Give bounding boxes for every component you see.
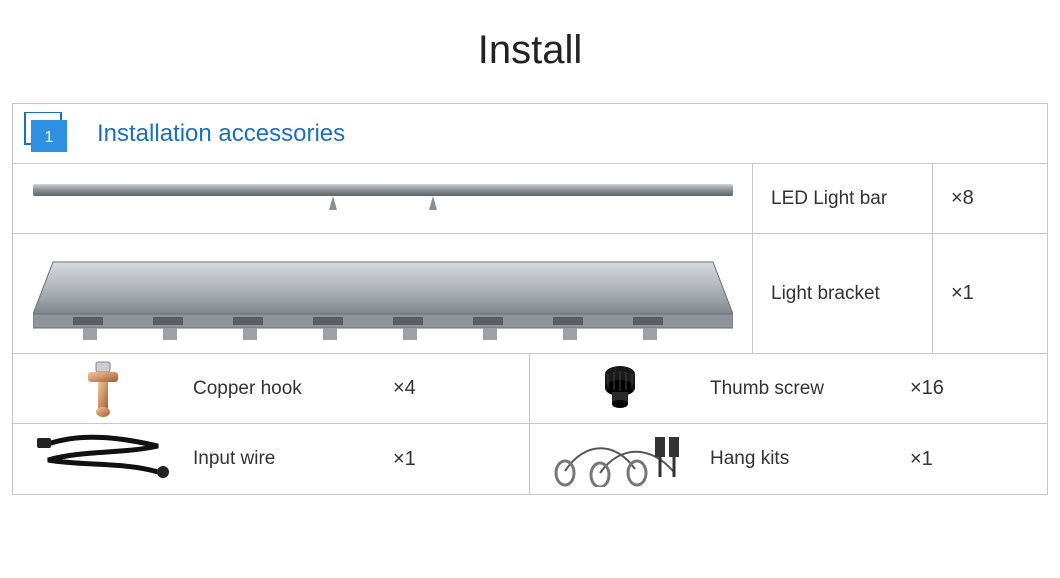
cell-hang-kits: Hang kits ×1 <box>530 424 1047 494</box>
copper-hook-qty: ×4 <box>393 354 529 423</box>
row-led-bar: LED Light bar ×8 <box>13 164 1047 234</box>
led-bar-qty: ×8 <box>933 164 1047 233</box>
thumb-screw-icon <box>530 354 710 423</box>
input-wire-icon <box>13 424 193 494</box>
step-number: 1 <box>45 129 54 146</box>
cell-input-wire: Input wire ×1 <box>13 424 530 494</box>
hang-kits-icon <box>530 424 710 494</box>
section-header: 1 Installation accessories <box>13 104 1047 164</box>
accessories-panel: 1 Installation accessories LED Light bar <box>12 103 1048 495</box>
cell-copper-hook: Copper hook ×4 <box>13 354 530 423</box>
cell-thumb-screw: Thumb screw ×16 <box>530 354 1047 423</box>
row-wire-hang: Input wire ×1 Hang kits ×1 <box>13 424 1047 494</box>
step-badge: 1 <box>13 104 75 164</box>
hang-kits-qty: ×1 <box>910 424 1047 494</box>
row-hook-screw: Copper hook ×4 <box>13 354 1047 424</box>
bracket-label: Light bracket <box>753 234 933 353</box>
thumb-screw-label: Thumb screw <box>710 354 910 423</box>
section-title: Installation accessories <box>97 120 345 148</box>
row-bracket: Light bracket ×1 <box>13 234 1047 354</box>
input-wire-qty: ×1 <box>393 424 529 494</box>
hang-kits-label: Hang kits <box>710 424 910 494</box>
thumb-screw-qty: ×16 <box>910 354 1047 423</box>
input-wire-label: Input wire <box>193 424 393 494</box>
led-bar-image <box>13 164 753 233</box>
page-title: Install <box>0 0 1060 103</box>
bracket-qty: ×1 <box>933 234 1047 353</box>
copper-hook-icon <box>13 354 193 423</box>
copper-hook-label: Copper hook <box>193 354 393 423</box>
bracket-image <box>13 234 753 353</box>
led-bar-label: LED Light bar <box>753 164 933 233</box>
